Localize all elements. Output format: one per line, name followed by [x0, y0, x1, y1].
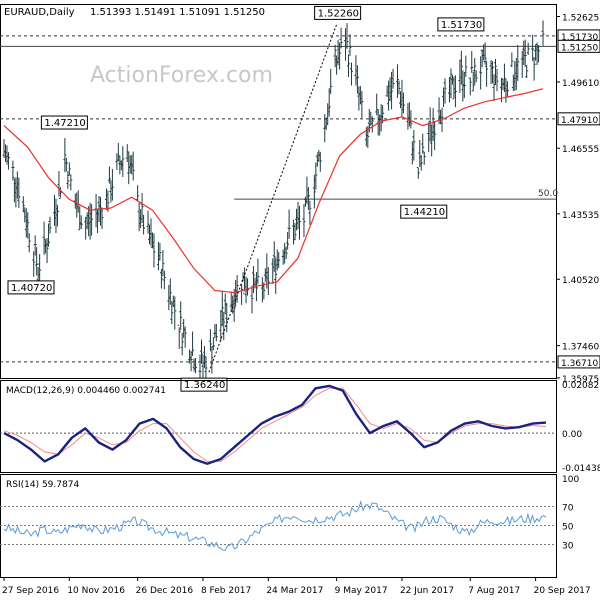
date-tick-label: 7 Aug 2017: [468, 586, 520, 596]
macd-tick-label: 0.020827: [562, 381, 600, 391]
annotation-box: [180, 377, 228, 392]
watermark: ActionForex.com: [90, 63, 273, 88]
trendline: [208, 24, 338, 373]
price-panel: 1.52625 1.49610 1.46555 1.43535 1.40520 1.374…: [0, 4, 600, 392]
date-tick-label: 10 Nov 2016: [67, 586, 125, 596]
annotation-label: 1.40720: [11, 283, 52, 294]
annotation-box: [40, 115, 88, 130]
date-tick-label: 22 Jun 2017: [400, 586, 454, 596]
annotation-label: 1.47210: [44, 118, 85, 129]
price-tick-label: 1.52625: [562, 13, 599, 23]
chart-title: EURAUD,Daily: [4, 7, 75, 18]
price-tag: [557, 112, 600, 126]
price-tick-label: 1.43535: [562, 211, 599, 221]
price-tag-label: 1.51730: [561, 33, 598, 43]
rsi-tick-label: 100: [562, 475, 579, 485]
date-tick-label: 27 Sep 2016: [2, 586, 59, 596]
macd-line: [3, 384, 547, 465]
rsi-title: RSI(14) 59.7874: [6, 480, 79, 490]
price-tag: [557, 39, 600, 53]
date-tick-label: 9 May 2017: [335, 586, 388, 596]
fib-label: 50.0: [538, 189, 558, 199]
rsi-tick-label: 70: [562, 504, 574, 514]
price-tick-label: 1.46555: [562, 145, 599, 155]
macd-tick-label: 0.00: [562, 430, 582, 440]
annotation-box: [437, 17, 485, 32]
rsi-line: [3, 500, 547, 551]
price-tick-label: 1.49610: [562, 79, 599, 89]
ma-line: [3, 88, 544, 294]
date-tick-label: 26 Dec 2016: [136, 586, 194, 596]
rsi-tick-label: 50: [562, 523, 574, 533]
annotation-box: [7, 280, 55, 295]
annotation-box: [400, 204, 448, 219]
panel-frame: [0, 4, 557, 379]
date-tick-label: 24 Mar 2017: [266, 586, 323, 596]
macd-panel: 0.020827 0.00 -0.014386: [0, 380, 600, 474]
annotation-label: 1.44210: [404, 207, 445, 218]
date-axis: 27 Sep 2016 10 Nov 2016 26 Dec 2016 8 Feb 2…: [2, 577, 591, 596]
panel-frame: [0, 380, 557, 473]
rsi-tick-label: 30: [562, 542, 574, 552]
price-tag-label: 1.47910: [561, 116, 598, 126]
date-tick-label: 20 Sep 2017: [534, 586, 591, 596]
rsi-panel: 100 70 50 30: [0, 474, 579, 578]
price-tag-label: 1.51250: [561, 43, 598, 53]
macd-title: MACD(12,26,9) 0.004460 0.002741: [6, 386, 166, 396]
annotation-label: 1.51730: [441, 20, 482, 31]
macd-tick-label: -0.014386: [562, 464, 600, 474]
ohlc-readout: 1.51393 1.51491 1.51091 1.51250: [90, 7, 265, 18]
annotation-label: 1.36240: [184, 380, 225, 391]
annotation-box: [314, 5, 362, 20]
date-tick-label: 8 Feb 2017: [201, 586, 251, 596]
price-tag: [557, 355, 600, 369]
price-tick-label: 1.40520: [562, 276, 599, 286]
price-tick-label: 1.35975: [562, 375, 599, 385]
price-tick-label: 1.37460: [562, 343, 599, 353]
price-tag-label: 1.36710: [561, 359, 598, 369]
annotation-label: 1.52260: [318, 8, 359, 19]
